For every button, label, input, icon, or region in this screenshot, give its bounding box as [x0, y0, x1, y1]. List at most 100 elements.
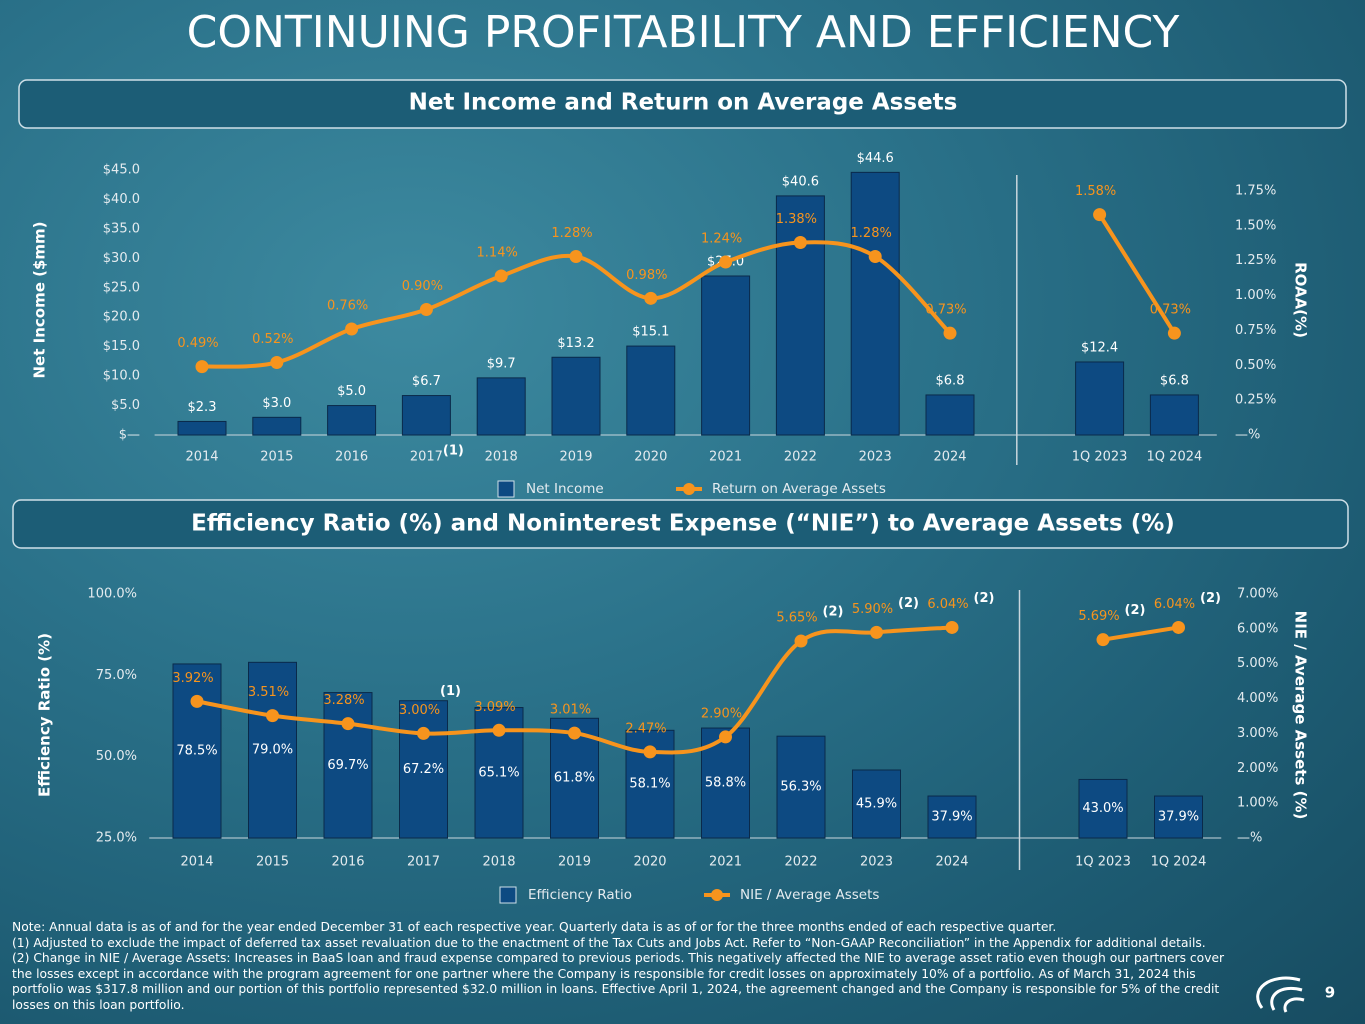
line-value-label: 0.73%: [925, 303, 966, 318]
note: (2) Change in NIE / Average Assets: Incr…: [12, 951, 1225, 1012]
section-box: [18, 79, 1347, 129]
line-point: [341, 717, 355, 731]
line-point: [345, 322, 359, 336]
bar-value-label: 61.8%: [554, 771, 595, 786]
y-tick-label: $10.0: [103, 369, 140, 384]
bar-value-label: $15.1: [632, 325, 669, 340]
line-value-label: 5.65%: [776, 611, 817, 626]
x-tick-label: 2021: [709, 450, 742, 465]
line-point: [419, 302, 433, 316]
bar: [852, 769, 901, 839]
line-point: [794, 634, 808, 648]
line-point: [719, 730, 732, 744]
legend-swatch: [499, 886, 517, 904]
bar-value-label: $6.8: [936, 373, 965, 388]
y-tick-label: $40.0: [103, 192, 140, 207]
bar-value-label: $44.6: [857, 151, 894, 166]
y2-tick-label: 1.00%: [1237, 796, 1278, 811]
bar: [927, 795, 977, 839]
line-point: [793, 236, 807, 250]
y2-tick-label: —%: [1237, 831, 1262, 846]
bar-value-label: $6.7: [412, 374, 441, 389]
legend-label: NIE / Average Assets: [740, 887, 879, 903]
y2-tick-label: 0.75%: [1235, 323, 1276, 338]
x-tick-label: 2024: [935, 855, 968, 870]
x-tick-label: 2023: [859, 450, 892, 465]
bar: [323, 692, 373, 839]
line-value-label: 3.51%: [248, 685, 289, 700]
bar-value-label: 45.9%: [856, 797, 897, 812]
bar-value-label: 69.7%: [327, 758, 368, 773]
y2-tick-label: 1.25%: [1235, 253, 1276, 268]
line-value-label: 0.73%: [1150, 303, 1191, 318]
x-tick-label: 1Q 2023: [1072, 450, 1128, 465]
x-tick-label: 2021: [709, 855, 742, 870]
line: [201, 213, 1177, 369]
y2-tick-label: 3.00%: [1237, 726, 1278, 741]
y2-tick-label: 5.00%: [1237, 656, 1278, 671]
line-value-label: 0.52%: [252, 332, 293, 347]
bar-value-label: $6.8: [1160, 373, 1189, 388]
bar: [1154, 795, 1203, 839]
x-tick-label: 2016: [331, 855, 364, 870]
y2-tick-label: 6.00%: [1237, 621, 1278, 636]
x-tick-label: 1Q 2023: [1075, 855, 1131, 870]
line-value-label: 2.47%: [625, 721, 666, 736]
bar-value-label: 37.9%: [1158, 810, 1199, 825]
bar-value-label: 37.9%: [931, 810, 972, 825]
bar: [177, 420, 227, 436]
line-point: [195, 360, 209, 374]
line-point: [494, 269, 508, 283]
line-value-label: 1.14%: [477, 246, 518, 261]
line-value-label: 6.04%: [1154, 597, 1195, 612]
line-value-label: 1.38%: [776, 212, 817, 227]
x-tick-label: 2020: [633, 855, 666, 870]
y2-tick-label: 1.50%: [1235, 218, 1276, 233]
bar-value-label: 78.5%: [176, 743, 217, 758]
line-point: [1096, 633, 1110, 647]
x-tick-label: 2019: [559, 450, 592, 465]
y-tick-label: 75.0%: [96, 668, 137, 683]
bar: [776, 735, 826, 839]
line-point: [266, 709, 279, 723]
line-value-label: 0.76%: [327, 299, 368, 314]
y-tick-label: $30.0: [103, 251, 140, 266]
bar: [850, 171, 900, 436]
y-tick-label: $—: [119, 428, 140, 443]
bar: [775, 195, 825, 436]
footnote-marker: (1): [443, 444, 464, 459]
bar: [252, 416, 302, 436]
line-value-label: 1.28%: [851, 226, 892, 241]
note: Note: Annual data is as of and for the y…: [12, 920, 1057, 934]
line-value-label: 3.00%: [399, 703, 440, 718]
line-point: [569, 249, 583, 263]
line-value-label: 1.58%: [1075, 184, 1116, 199]
line-value-label: 0.90%: [402, 279, 443, 294]
line-point: [568, 726, 581, 740]
x-tick-label: 2018: [485, 450, 518, 465]
line-point: [492, 723, 506, 737]
footnote-marker: (2): [823, 605, 844, 620]
line-point: [868, 249, 882, 263]
footnote-marker: (2): [1200, 591, 1221, 606]
line-point: [1093, 208, 1107, 222]
y2-tick-label: 4.00%: [1237, 691, 1278, 706]
x-tick-label: 2015: [260, 450, 293, 465]
y-tick-label: $15.0: [103, 339, 140, 354]
line-point: [870, 625, 883, 639]
bar: [1078, 778, 1128, 839]
bar: [327, 405, 377, 436]
y-axis-title: Efficiency Ratio (%): [36, 633, 54, 797]
y-axis-title: Net Income ($mm): [31, 221, 49, 378]
x-tick-label: 2023: [860, 855, 893, 870]
bar-value-label: 43.0%: [1082, 801, 1123, 816]
bar-value-label: 65.1%: [478, 765, 519, 780]
line-value-label: 3.92%: [172, 671, 213, 686]
line-value-label: 0.98%: [626, 268, 667, 283]
y2-axis-title: NIE / Average Assets (%): [1292, 611, 1310, 820]
line-point: [1172, 620, 1185, 634]
notes: Note: Annual data is as of and for the y…: [12, 920, 1234, 1014]
footnote-marker: (2): [1125, 603, 1146, 618]
